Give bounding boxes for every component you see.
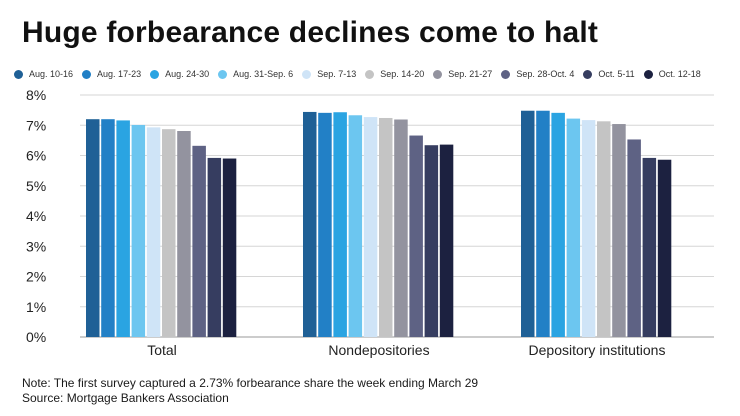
bar <box>424 145 439 337</box>
y-tick-label: 6% <box>26 148 46 164</box>
legend-item: Sep. 21-27 <box>433 66 492 82</box>
bar <box>363 117 378 337</box>
bar <box>86 119 100 337</box>
legend-swatch <box>365 69 375 79</box>
bar <box>318 112 332 337</box>
bar-chart: 0% 1% 2% 3% 4% 5% 6% 7% 8% Total Nondepositories De… <box>26 87 714 358</box>
footnote: Note: The first survey captured a 2.73% … <box>22 376 479 390</box>
bar <box>222 158 237 337</box>
bar <box>439 144 454 337</box>
legend-label: Aug. 17-23 <box>97 69 142 79</box>
legend-label: Sep. 14-20 <box>380 69 425 79</box>
bar <box>394 119 408 337</box>
legend-label: Aug. 24-30 <box>165 69 210 79</box>
bar <box>333 112 347 338</box>
legend-swatch <box>218 69 228 79</box>
category-label: Depository institutions <box>529 342 666 358</box>
bar <box>642 157 657 337</box>
bar <box>612 124 626 337</box>
y-tick-label: 1% <box>26 299 46 315</box>
y-tick-label: 7% <box>26 117 46 133</box>
chart-title: Huge forbearance declines come to halt <box>22 16 599 49</box>
legend-item: Oct. 5-11 <box>583 66 635 82</box>
legend-label: Sep. 28-Oct. 4 <box>516 69 575 79</box>
category-label: Nondepositories <box>328 342 429 358</box>
legend-item: Sep. 28-Oct. 4 <box>501 66 574 82</box>
bar <box>597 121 611 337</box>
bar <box>303 111 317 337</box>
y-tick-label: 5% <box>26 178 46 194</box>
legend-label: Sep. 7-13 <box>317 69 357 79</box>
bar <box>521 110 535 337</box>
legend-swatch <box>433 69 443 79</box>
legend-item: Sep. 7-13 <box>302 66 356 82</box>
legend-item: Aug. 31-Sep. 6 <box>218 66 293 82</box>
bar <box>551 112 565 337</box>
bar <box>379 117 393 337</box>
legend-swatch <box>643 69 653 79</box>
bar <box>409 135 423 337</box>
bar <box>162 129 176 337</box>
bar <box>581 120 596 337</box>
source-note: Source: Mortgage Bankers Association <box>22 391 229 405</box>
legend-label: Aug. 31-Sep. 6 <box>233 69 294 79</box>
legend-item: Aug. 10-16 <box>14 66 73 82</box>
bar <box>101 119 115 337</box>
bar <box>207 157 222 337</box>
bar <box>536 110 550 337</box>
bar <box>566 118 581 337</box>
bar <box>627 139 641 337</box>
bar <box>657 159 672 337</box>
legend-swatch <box>14 69 23 79</box>
legend-item: Sep. 14-20 <box>365 66 424 82</box>
y-tick-label: 0% <box>26 329 46 345</box>
bar <box>192 145 206 337</box>
bar <box>116 120 130 337</box>
legend-item: Aug. 17-23 <box>82 66 141 82</box>
legend-label: Aug. 10-16 <box>29 69 74 79</box>
legend-swatch <box>583 69 593 79</box>
bar <box>131 124 146 337</box>
legend-item: Oct. 12-18 <box>643 66 701 82</box>
legend-swatch <box>82 69 92 79</box>
legend-label: Oct. 12-18 <box>658 69 701 79</box>
bar <box>146 127 161 338</box>
legend-label: Sep. 21-27 <box>448 69 493 79</box>
chart-legend: Aug. 10-16 Aug. 17-23 Aug. 24-30 Aug. 31-Se… <box>14 66 734 82</box>
chart-notes: Note: The first survey captured a 2.73% … <box>22 376 478 406</box>
legend-swatch <box>501 69 511 79</box>
legend-label: Oct. 5-11 <box>598 69 635 79</box>
y-tick-label: 2% <box>26 269 46 285</box>
legend-swatch <box>302 69 312 79</box>
bar <box>177 130 191 337</box>
category-label: Total <box>147 342 177 358</box>
bar <box>348 115 363 337</box>
legend-item: Aug. 24-30 <box>150 66 209 82</box>
legend-swatch <box>150 69 160 79</box>
y-tick-label: 4% <box>26 208 46 224</box>
y-tick-label: 3% <box>26 238 46 254</box>
y-tick-label: 8% <box>26 87 46 103</box>
